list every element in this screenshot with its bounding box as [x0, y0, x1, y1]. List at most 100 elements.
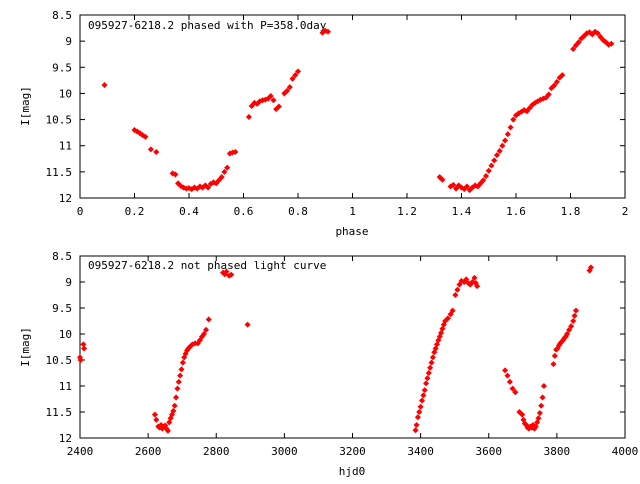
- data-point: [444, 315, 451, 322]
- y-tick-label: 8.5: [52, 250, 72, 263]
- data-point: [499, 142, 506, 149]
- data-point: [474, 183, 481, 190]
- x-tick-label: 3200: [339, 445, 366, 458]
- data-point: [425, 369, 432, 377]
- data-point: [414, 414, 421, 421]
- data-point: [275, 103, 282, 110]
- data-point: [568, 323, 575, 330]
- x-tick-label: 3400: [407, 445, 434, 458]
- data-point: [510, 116, 517, 123]
- data-point: [550, 361, 557, 368]
- data-point: [551, 82, 558, 89]
- data-point: [540, 382, 547, 390]
- data-point: [463, 183, 470, 190]
- data-point: [203, 326, 210, 333]
- data-point: [535, 415, 542, 422]
- data-point: [245, 113, 252, 120]
- data-point: [542, 94, 549, 101]
- data-point: [289, 75, 296, 82]
- x-tick-label: 1.2: [397, 205, 417, 218]
- data-point: [213, 180, 220, 187]
- x-tick-label: 0: [77, 205, 84, 218]
- data-point: [170, 407, 177, 414]
- data-point: [81, 345, 88, 352]
- y-axis-label: I[mag]: [19, 86, 32, 126]
- data-point: [608, 40, 615, 47]
- y-tick-label: 9.5: [52, 302, 72, 315]
- plot-frame: [79, 14, 626, 199]
- data-point: [523, 108, 530, 115]
- data-point: [424, 375, 431, 382]
- data-point: [153, 416, 160, 423]
- data-point: [570, 45, 577, 53]
- data-point: [545, 91, 552, 98]
- x-tick-label: 0.2: [125, 205, 145, 218]
- data-point: [429, 354, 436, 361]
- x-tick-label: 1.8: [561, 205, 581, 218]
- data-point: [232, 148, 239, 156]
- data-point: [570, 317, 577, 325]
- data-point: [504, 131, 511, 138]
- x-tick-label: 2800: [203, 445, 230, 458]
- chart-title: 095927-6218.2 phased with P=358.0day: [88, 19, 327, 32]
- data-point: [178, 366, 185, 373]
- data-point: [284, 87, 291, 94]
- data-point: [474, 283, 481, 290]
- data-point: [200, 330, 208, 338]
- data-point: [218, 174, 225, 181]
- y-tick-label: 11: [59, 140, 72, 153]
- data-point: [421, 387, 428, 394]
- data-point: [566, 326, 573, 333]
- data-point: [436, 333, 443, 340]
- data-point: [458, 184, 465, 191]
- y-tick-label: 10: [59, 328, 72, 341]
- data-point: [428, 359, 435, 366]
- chart-title: 095927-6218.2 not phased light curve: [88, 259, 326, 272]
- data-point: [586, 29, 593, 36]
- data-point: [179, 359, 186, 366]
- x-tick-label: 3800: [544, 445, 571, 458]
- data-point: [172, 171, 179, 178]
- data-point: [413, 421, 420, 429]
- x-tick-label: 0.4: [179, 205, 199, 218]
- data-point: [420, 392, 427, 399]
- data-point: [502, 137, 509, 144]
- y-tick-label: 9: [65, 35, 72, 48]
- data-point: [471, 274, 478, 281]
- data-point: [575, 39, 582, 46]
- data-point: [435, 337, 442, 344]
- x-tick-label: 1.6: [506, 205, 526, 218]
- data-point: [423, 380, 430, 387]
- data-point: [77, 356, 84, 364]
- data-point: [417, 403, 424, 410]
- data-point: [223, 268, 230, 275]
- data-point: [597, 33, 604, 40]
- data-point: [493, 152, 500, 159]
- y-axis-label: I[mag]: [19, 327, 32, 367]
- data-point: [416, 408, 423, 416]
- y-tick-label: 10.5: [46, 114, 73, 127]
- data-point: [504, 372, 511, 379]
- data-point: [228, 271, 235, 278]
- data-point: [587, 264, 594, 271]
- data-point: [559, 72, 566, 79]
- data-point: [483, 173, 490, 180]
- data-point: [496, 147, 503, 154]
- data-point: [512, 389, 519, 396]
- x-tick-label: 4000: [612, 445, 639, 458]
- data-point: [519, 411, 526, 418]
- y-tick-label: 11: [59, 380, 72, 393]
- data-point: [439, 325, 446, 332]
- x-tick-label: 2: [622, 205, 629, 218]
- x-tick-label: 3600: [476, 445, 503, 458]
- x-tick-label: 0.6: [234, 205, 254, 218]
- data-point: [572, 307, 579, 314]
- data-point: [564, 330, 571, 338]
- data-point: [412, 427, 419, 434]
- data-point: [171, 402, 178, 409]
- data-point: [151, 411, 158, 418]
- x-tick-label: 3000: [271, 445, 298, 458]
- data-point: [509, 385, 516, 392]
- x-tick-label: 1.4: [452, 205, 472, 218]
